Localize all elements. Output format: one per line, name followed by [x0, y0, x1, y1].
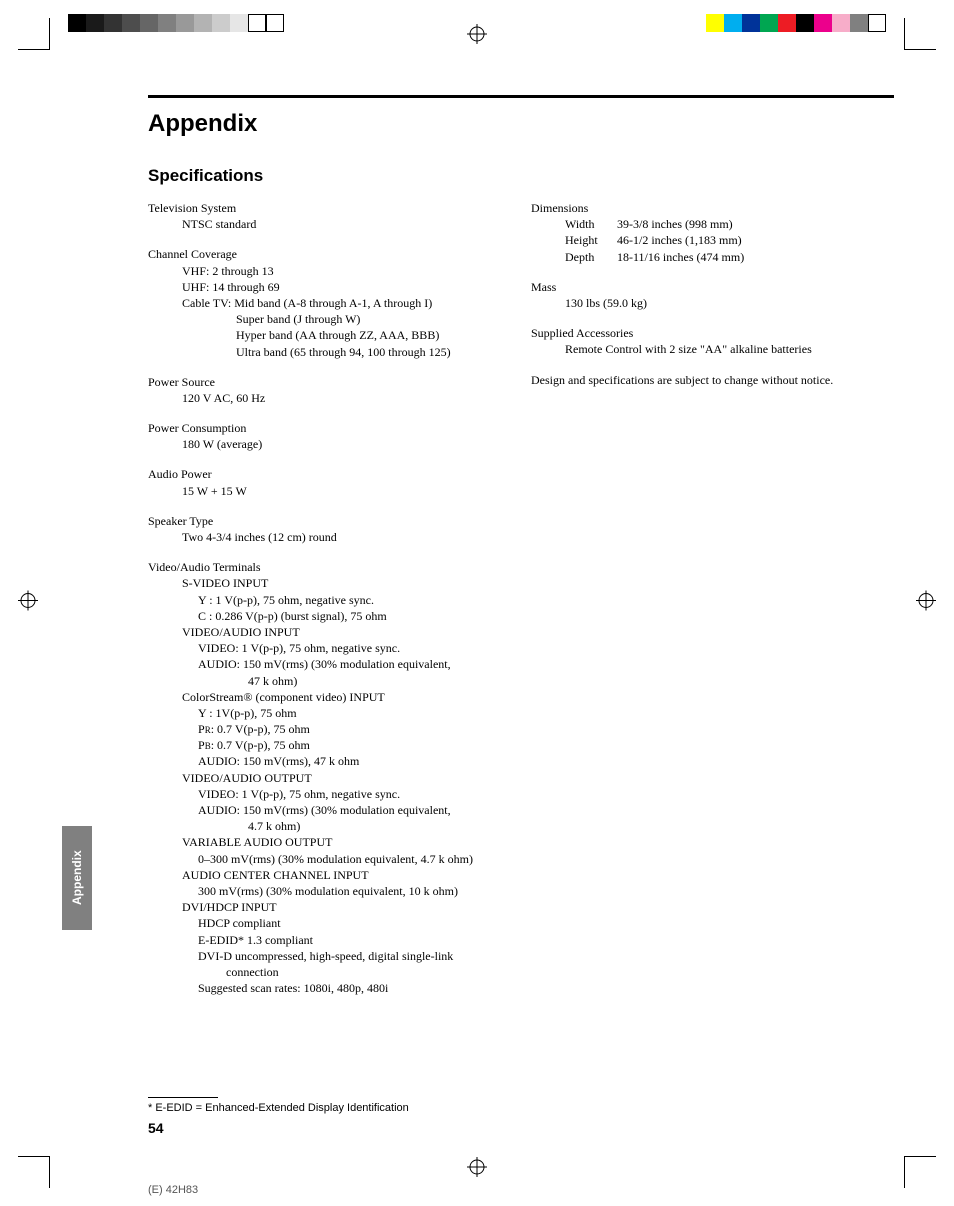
spec-subhead: VIDEO/AUDIO OUTPUT [148, 770, 511, 786]
color-bar-cmyk [706, 14, 886, 32]
spec-accessories: Supplied Accessories Remote Control with… [531, 325, 894, 357]
spec-head: Video/Audio Terminals [148, 559, 511, 575]
spec-head: Power Consumption [148, 420, 511, 436]
spec-power-consumption: Power Consumption 180 W (average) [148, 420, 511, 452]
spec-audio-power: Audio Power 15 W + 15 W [148, 466, 511, 498]
page-title: Appendix [148, 110, 894, 138]
spec-power-source: Power Source 120 V AC, 60 Hz [148, 374, 511, 406]
footnote-rule [148, 1097, 218, 1098]
page-content: Appendix Specifications Television Syste… [148, 110, 894, 1146]
dim-row: Height46-1/2 inches (1,183 mm) [531, 232, 894, 248]
footnote: * E-EDID = Enhanced-Extended Display Ide… [148, 1102, 409, 1114]
spec-value: 4.7 k ohm) [148, 818, 511, 834]
page-footer: * E-EDID = Enhanced-Extended Display Ide… [148, 1097, 409, 1136]
spec-value: 180 W (average) [148, 436, 511, 452]
spec-subhead: VARIABLE AUDIO OUTPUT [148, 834, 511, 850]
spec-head: Supplied Accessories [531, 325, 894, 341]
spec-value: VHF: 2 through 13 [148, 263, 511, 279]
spec-value: 47 k ohm) [148, 673, 511, 689]
spec-head: Speaker Type [148, 513, 511, 529]
document-code: (E) 42H83 [148, 1184, 198, 1196]
spec-subhead: VIDEO/AUDIO INPUT [148, 624, 511, 640]
spec-terminals: Video/Audio Terminals S-VIDEO INPUT Y : … [148, 559, 511, 996]
spec-head: Television System [148, 200, 511, 216]
spec-channel-coverage: Channel Coverage VHF: 2 through 13 UHF: … [148, 246, 511, 359]
spec-subhead: DVI/HDCP INPUT [148, 899, 511, 915]
spec-subhead: ColorStream® (component video) INPUT [148, 689, 511, 705]
registration-mark-icon [916, 591, 936, 616]
spec-head: Mass [531, 279, 894, 295]
spec-subhead: AUDIO CENTER CHANNEL INPUT [148, 867, 511, 883]
spec-value: DVI-D uncompressed, high-speed, digital … [148, 948, 511, 964]
column-right: Dimensions Width39-3/8 inches (998 mm) H… [531, 200, 894, 1010]
spec-mass: Mass 130 lbs (59.0 kg) [531, 279, 894, 311]
spec-value: Cable TV: Mid band (A-8 through A-1, A t… [148, 295, 511, 311]
dim-label: Width [565, 216, 617, 232]
spec-value: Super band (J through W) [148, 311, 511, 327]
registration-mark-icon [467, 24, 487, 49]
dim-row: Width39-3/8 inches (998 mm) [531, 216, 894, 232]
spec-value: AUDIO: 150 mV(rms) (30% modulation equiv… [148, 656, 511, 672]
spec-value: 130 lbs (59.0 kg) [531, 295, 894, 311]
spec-value: VIDEO: 1 V(p-p), 75 ohm, negative sync. [148, 640, 511, 656]
dim-label: Depth [565, 249, 617, 265]
spec-value: VIDEO: 1 V(p-p), 75 ohm, negative sync. [148, 786, 511, 802]
spec-value: 15 W + 15 W [148, 483, 511, 499]
spec-value: 300 mV(rms) (30% modulation equivalent, … [148, 883, 511, 899]
dim-value: 39-3/8 inches (998 mm) [617, 216, 733, 232]
spec-subhead: S-VIDEO INPUT [148, 575, 511, 591]
spec-value: AUDIO: 150 mV(rms), 47 k ohm [148, 753, 511, 769]
spec-speaker-type: Speaker Type Two 4-3/4 inches (12 cm) ro… [148, 513, 511, 545]
section-title: Specifications [148, 166, 894, 186]
crop-mark [904, 1156, 936, 1188]
dim-row: Depth18-11/16 inches (474 mm) [531, 249, 894, 265]
crop-mark [904, 18, 936, 50]
column-left: Television System NTSC standard Channel … [148, 200, 511, 1010]
spec-head: Power Source [148, 374, 511, 390]
dim-label: Height [565, 232, 617, 248]
spec-value: Remote Control with 2 size "AA" alkaline… [531, 341, 894, 357]
spec-value: AUDIO: 150 mV(rms) (30% modulation equiv… [148, 802, 511, 818]
registration-mark-icon [467, 1157, 487, 1182]
page-number: 54 [148, 1120, 409, 1136]
spec-value: PB: 0.7 V(p-p), 75 ohm [148, 737, 511, 753]
change-notice: Design and specifications are subject to… [531, 372, 894, 388]
spec-head: Audio Power [148, 466, 511, 482]
spec-value: 0–300 mV(rms) (30% modulation equivalent… [148, 851, 511, 867]
spec-value: E-EDID* 1.3 compliant [148, 932, 511, 948]
spec-value: 120 V AC, 60 Hz [148, 390, 511, 406]
spec-dimensions: Dimensions Width39-3/8 inches (998 mm) H… [531, 200, 894, 265]
dim-value: 18-11/16 inches (474 mm) [617, 249, 744, 265]
spec-value: PR: 0.7 V(p-p), 75 ohm [148, 721, 511, 737]
spec-value: Suggested scan rates: 1080i, 480p, 480i [148, 980, 511, 996]
spec-value: Y : 1 V(p-p), 75 ohm, negative sync. [148, 592, 511, 608]
spec-value: UHF: 14 through 69 [148, 279, 511, 295]
crop-mark [18, 1156, 50, 1188]
spec-value: Ultra band (65 through 94, 100 through 1… [148, 344, 511, 360]
spec-value: Y : 1V(p-p), 75 ohm [148, 705, 511, 721]
dim-value: 46-1/2 inches (1,183 mm) [617, 232, 742, 248]
spec-television-system: Television System NTSC standard [148, 200, 511, 232]
title-rule [148, 95, 894, 98]
registration-mark-icon [18, 591, 38, 616]
spec-value: NTSC standard [148, 216, 511, 232]
spec-value: Two 4-3/4 inches (12 cm) round [148, 529, 511, 545]
notice-text: Design and specifications are subject to… [531, 372, 894, 388]
crop-mark [18, 18, 50, 50]
color-bar-grayscale [68, 14, 284, 32]
spec-value: C : 0.286 V(p-p) (burst signal), 75 ohm [148, 608, 511, 624]
spec-value: Hyper band (AA through ZZ, AAA, BBB) [148, 327, 511, 343]
spec-value: connection [148, 964, 511, 980]
spec-head: Channel Coverage [148, 246, 511, 262]
spec-value: HDCP compliant [148, 915, 511, 931]
side-tab-appendix: Appendix [62, 826, 92, 930]
spec-head: Dimensions [531, 200, 894, 216]
